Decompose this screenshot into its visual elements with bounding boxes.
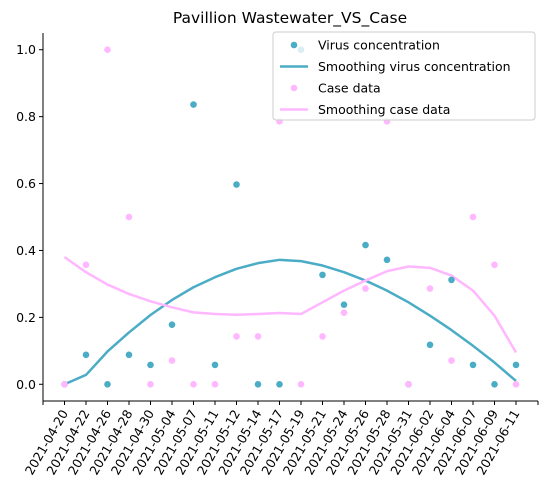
case-data-point bbox=[104, 46, 111, 54]
case-data-point bbox=[61, 380, 68, 388]
case-data-point bbox=[426, 285, 434, 292]
case-data-point bbox=[147, 380, 154, 388]
legend-case-data-swatch bbox=[290, 84, 298, 92]
virus-concentration-point bbox=[491, 380, 498, 388]
case-data-point bbox=[340, 309, 348, 316]
case-data-point bbox=[125, 213, 133, 221]
virus-concentration-point bbox=[147, 361, 154, 369]
case-data-point bbox=[491, 261, 498, 269]
virus-concentration-point bbox=[469, 361, 477, 369]
case-data-point bbox=[254, 333, 262, 340]
legend-smoothing-virus-concentration-label: Smoothing virus concentration bbox=[318, 59, 511, 74]
virus-concentration-point bbox=[211, 361, 219, 369]
virus-concentration-point bbox=[233, 181, 240, 188]
series-points bbox=[61, 46, 520, 388]
y-tick-label: 0.6 bbox=[16, 176, 36, 191]
virus-concentration-point bbox=[362, 241, 369, 249]
case-data-point bbox=[405, 380, 412, 388]
legend-box bbox=[272, 31, 536, 121]
virus-concentration-point bbox=[512, 361, 520, 369]
virus-concentration-point bbox=[448, 276, 455, 284]
legend-smoothing-case-data-label: Smoothing case data bbox=[318, 102, 450, 117]
case-data-point bbox=[297, 380, 305, 388]
case-data-point bbox=[82, 261, 90, 269]
legend-virus-concentration-swatch bbox=[290, 41, 298, 49]
series-lines bbox=[63, 256, 518, 386]
virus-concentration-point bbox=[82, 351, 90, 359]
legend-case-data-label: Case data bbox=[318, 81, 381, 96]
y-tick-label: 0.0 bbox=[16, 377, 36, 392]
y-tick-label: 0.4 bbox=[16, 243, 36, 258]
virus-concentration-point bbox=[340, 301, 348, 308]
chart-title: Pavillion Wastewater_VS_Case bbox=[173, 9, 407, 28]
virus-concentration-point bbox=[190, 101, 197, 108]
virus-concentration-point bbox=[254, 380, 262, 388]
legend-virus-concentration-label: Virus concentration bbox=[318, 38, 440, 53]
virus-concentration-point bbox=[104, 380, 111, 388]
y-tick-label: 0.8 bbox=[16, 109, 36, 124]
case-data-point bbox=[190, 380, 197, 388]
case-data-point bbox=[168, 357, 176, 364]
virus-concentration-point bbox=[383, 256, 391, 264]
case-data-point bbox=[512, 380, 520, 388]
case-data-point bbox=[319, 333, 326, 340]
virus-concentration-point bbox=[319, 271, 326, 279]
case-data-point bbox=[469, 213, 477, 221]
y-tick-label: 1.0 bbox=[16, 42, 36, 57]
axes: 0.00.20.40.60.81.02021-04-202021-04-2220… bbox=[16, 33, 539, 477]
virus-concentration-point bbox=[125, 351, 133, 359]
y-tick-label: 0.2 bbox=[16, 310, 36, 325]
legend: Virus concentration Smoothing virus conce… bbox=[272, 31, 536, 121]
smoothing-virus-concentration-line bbox=[64, 258, 517, 386]
virus-concentration-point bbox=[426, 341, 434, 349]
case-data-point bbox=[211, 380, 219, 388]
case-data-point bbox=[362, 285, 369, 292]
smoothing-case-data-line bbox=[63, 256, 518, 354]
virus-concentration-point bbox=[276, 380, 283, 388]
virus-concentration-point bbox=[168, 321, 176, 329]
case-data-point bbox=[233, 333, 240, 340]
case-data-point bbox=[448, 357, 455, 364]
